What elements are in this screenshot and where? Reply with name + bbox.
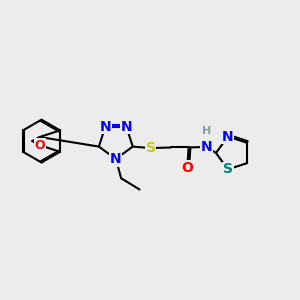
Text: O: O [181, 161, 193, 175]
Text: N: N [110, 152, 122, 166]
Text: N: N [121, 120, 132, 134]
Text: O: O [34, 139, 45, 152]
Text: S: S [146, 141, 156, 155]
Text: N: N [222, 130, 234, 144]
Text: N: N [201, 140, 212, 154]
Text: N: N [100, 120, 111, 134]
Text: H: H [202, 126, 211, 136]
Text: S: S [223, 162, 233, 176]
